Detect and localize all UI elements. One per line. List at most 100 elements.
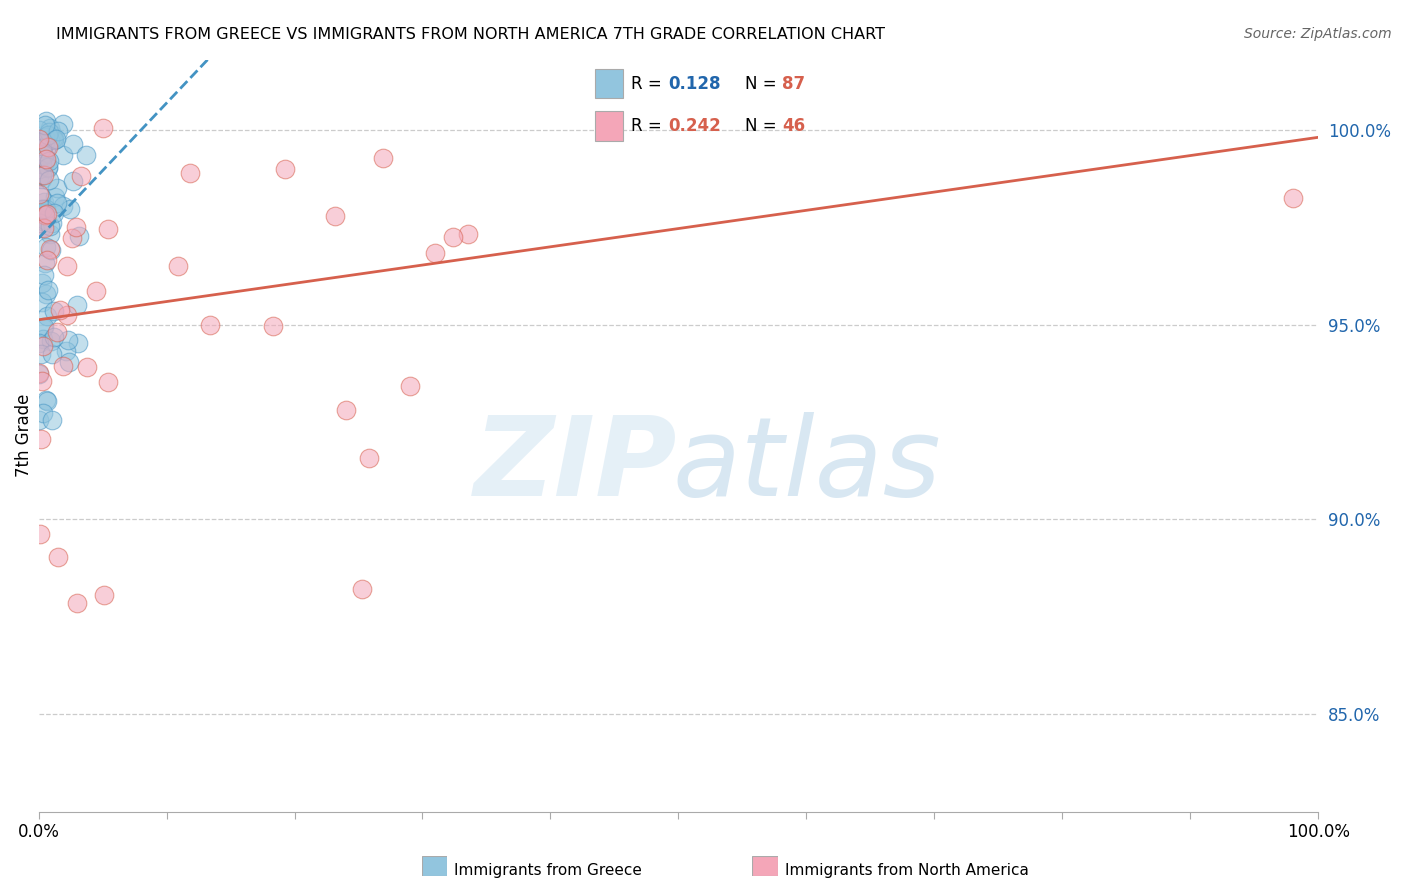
Point	[441, 230, 464, 244]
Point	[69, 169, 91, 183]
Point	[37, 160, 59, 174]
Point	[31, 294, 53, 309]
Point	[46, 124, 69, 138]
Point	[38, 227, 60, 241]
Text: 46: 46	[782, 117, 806, 135]
Text: Source: ZipAtlas.com: Source: ZipAtlas.com	[1244, 27, 1392, 41]
Text: ZIP: ZIP	[474, 412, 678, 519]
Point	[31, 168, 53, 182]
Text: R =: R =	[631, 75, 666, 93]
Point	[350, 582, 373, 596]
Text: 0.242: 0.242	[668, 117, 721, 135]
Point	[28, 131, 51, 145]
Point	[39, 334, 62, 349]
Point	[32, 332, 55, 346]
Point	[34, 208, 56, 222]
Point	[28, 368, 51, 382]
Point	[66, 596, 89, 610]
Point	[30, 347, 52, 361]
Point	[30, 432, 52, 446]
Point	[31, 157, 53, 171]
Point	[38, 125, 60, 139]
Point	[37, 284, 59, 298]
Point	[31, 141, 53, 155]
Text: 87: 87	[782, 75, 806, 93]
Point	[28, 216, 51, 230]
Text: 0.128: 0.128	[668, 75, 720, 93]
Point	[75, 148, 97, 162]
Point	[32, 338, 55, 352]
Point	[34, 118, 56, 132]
FancyBboxPatch shape	[595, 69, 623, 98]
Point	[35, 152, 58, 166]
Point	[44, 205, 66, 219]
Point	[62, 174, 84, 188]
Point	[357, 451, 380, 466]
Point	[35, 207, 58, 221]
Point	[42, 130, 65, 145]
Point	[34, 212, 56, 227]
Point	[65, 220, 87, 235]
Point	[28, 187, 51, 202]
Point	[66, 298, 89, 312]
Point	[32, 268, 55, 282]
Point	[31, 172, 53, 186]
Point	[335, 403, 357, 417]
Point	[35, 287, 58, 301]
Point	[37, 128, 59, 142]
Point	[398, 379, 420, 393]
Point	[274, 161, 297, 176]
Point	[97, 222, 120, 236]
Point	[91, 120, 114, 135]
Point	[35, 202, 58, 216]
Point	[323, 209, 346, 223]
Point	[41, 217, 63, 231]
FancyBboxPatch shape	[422, 856, 447, 876]
Point	[42, 329, 65, 343]
Point	[28, 161, 51, 176]
Point	[34, 113, 56, 128]
Point	[39, 219, 62, 234]
Point	[55, 343, 77, 358]
Point	[59, 202, 82, 216]
Point	[38, 153, 60, 168]
Point	[30, 221, 52, 235]
Point	[41, 347, 63, 361]
Point	[28, 335, 51, 350]
FancyBboxPatch shape	[752, 856, 778, 876]
Text: N =: N =	[745, 75, 782, 93]
Point	[35, 240, 58, 254]
Point	[262, 318, 284, 333]
Point	[32, 206, 55, 220]
Point	[35, 393, 58, 408]
Point	[38, 173, 60, 187]
Point	[58, 333, 80, 347]
Point	[30, 133, 52, 147]
Point	[41, 127, 63, 141]
Point	[32, 202, 55, 216]
Point	[198, 318, 221, 332]
Point	[97, 376, 120, 390]
Point	[32, 148, 55, 162]
Point	[32, 405, 55, 419]
Point	[31, 142, 53, 156]
Point	[41, 413, 63, 427]
Point	[37, 309, 59, 323]
Point	[84, 285, 107, 299]
Point	[28, 135, 51, 149]
Point	[30, 190, 52, 204]
Point	[30, 202, 52, 216]
Point	[32, 321, 55, 335]
Point	[49, 302, 72, 317]
Point	[66, 336, 89, 351]
Point	[31, 276, 53, 290]
Point	[45, 325, 67, 339]
Point	[56, 308, 79, 322]
Point	[52, 117, 75, 131]
Point	[28, 169, 51, 184]
Text: IMMIGRANTS FROM GREECE VS IMMIGRANTS FROM NORTH AMERICA 7TH GRADE CORRELATION CH: IMMIGRANTS FROM GREECE VS IMMIGRANTS FRO…	[56, 27, 886, 42]
Point	[34, 154, 56, 169]
Point	[371, 152, 394, 166]
Point	[37, 140, 59, 154]
Point	[42, 133, 65, 147]
